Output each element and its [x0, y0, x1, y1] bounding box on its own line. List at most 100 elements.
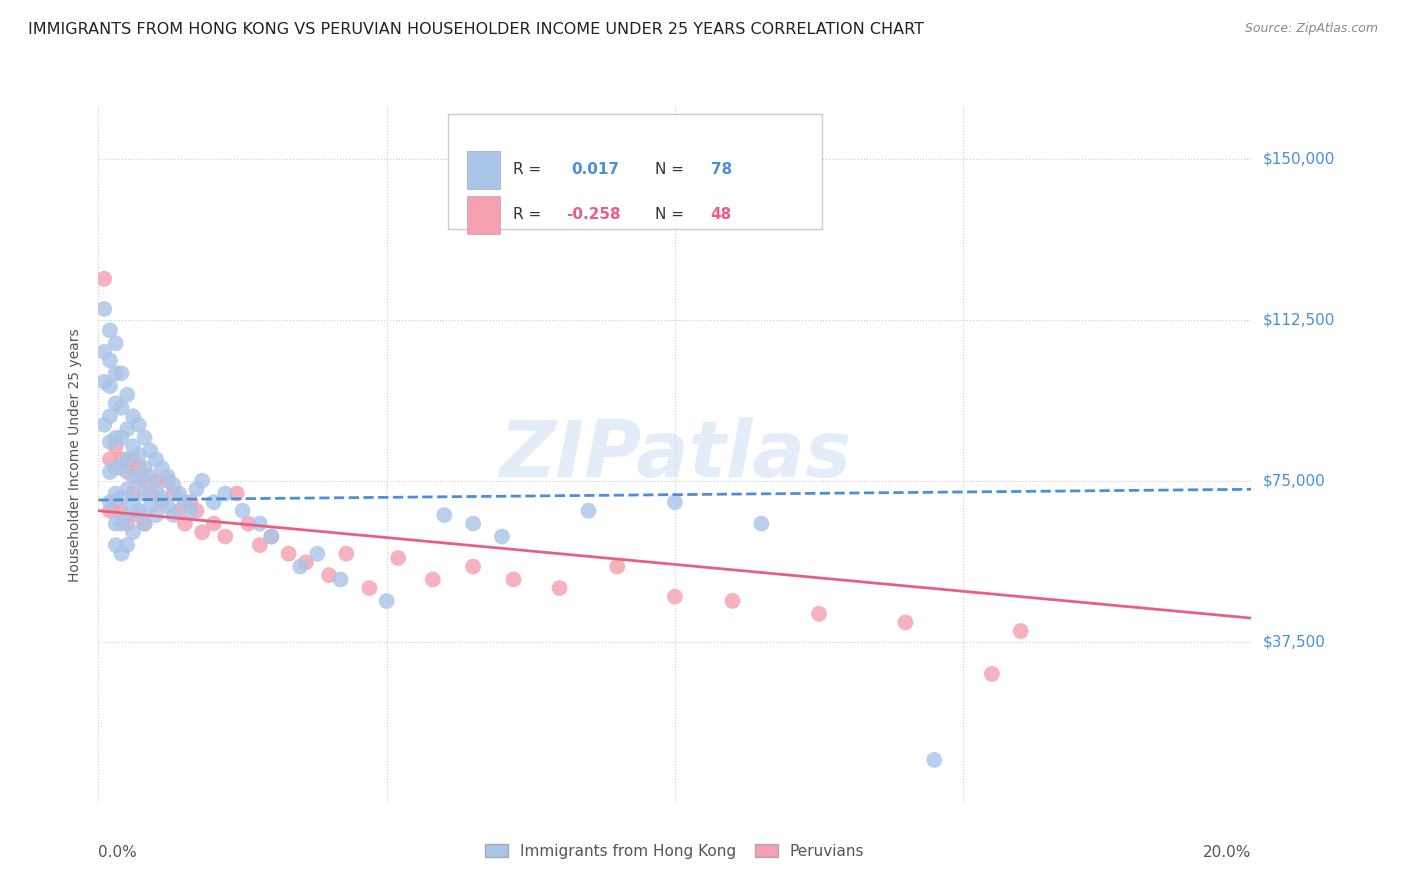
Point: [307, 547, 329, 561]
Point: [93, 301, 115, 316]
FancyBboxPatch shape: [467, 195, 499, 234]
Point: [249, 516, 271, 531]
Point: [134, 516, 156, 531]
Point: [104, 495, 127, 509]
Point: [128, 508, 150, 522]
Point: [329, 573, 352, 587]
Point: [110, 504, 132, 518]
Point: [104, 516, 127, 531]
Point: [145, 508, 167, 522]
Point: [122, 409, 145, 424]
Point: [122, 525, 145, 540]
Text: N =: N =: [655, 162, 689, 178]
Point: [98, 435, 121, 450]
Text: $112,500: $112,500: [1263, 312, 1336, 327]
Point: [156, 500, 179, 514]
Point: [167, 504, 190, 518]
Point: [214, 529, 236, 543]
Text: $37,500: $37,500: [1263, 634, 1326, 649]
Text: 0.017: 0.017: [571, 162, 619, 178]
Point: [461, 516, 484, 531]
Point: [98, 465, 121, 479]
Point: [894, 615, 917, 630]
Text: $75,000: $75,000: [1263, 473, 1326, 488]
Point: [721, 594, 744, 608]
Point: [174, 516, 197, 531]
Point: [134, 431, 156, 445]
Point: [134, 486, 156, 500]
Point: [191, 474, 214, 488]
Point: [191, 525, 214, 540]
Point: [214, 486, 236, 500]
Point: [751, 516, 773, 531]
Point: [104, 486, 127, 500]
Point: [578, 504, 600, 518]
Text: 78: 78: [710, 162, 733, 178]
Point: [318, 568, 340, 582]
Point: [110, 367, 132, 381]
Point: [295, 555, 318, 569]
Point: [134, 460, 156, 475]
Point: [186, 483, 208, 497]
Point: [110, 431, 132, 445]
Text: Source: ZipAtlas.com: Source: ZipAtlas.com: [1244, 22, 1378, 36]
Point: [461, 559, 484, 574]
Point: [134, 474, 156, 488]
Point: [117, 422, 138, 436]
Point: [491, 529, 513, 543]
Point: [180, 504, 202, 518]
Point: [93, 375, 115, 389]
Point: [186, 504, 208, 518]
Point: [145, 483, 167, 497]
Y-axis label: Householder Income Under 25 years: Householder Income Under 25 years: [69, 328, 83, 582]
Point: [122, 495, 145, 509]
Point: [290, 559, 312, 574]
Legend: Immigrants from Hong Kong, Peruvians: Immigrants from Hong Kong, Peruvians: [479, 838, 870, 864]
Point: [128, 474, 150, 488]
Point: [98, 379, 121, 393]
Point: [122, 439, 145, 453]
Point: [433, 508, 456, 522]
Point: [981, 667, 1004, 681]
Text: R =: R =: [513, 162, 547, 178]
Point: [387, 551, 409, 566]
Point: [128, 460, 150, 475]
Point: [606, 559, 628, 574]
Point: [150, 495, 173, 509]
Point: [145, 474, 167, 488]
Point: [110, 452, 132, 467]
Point: [502, 573, 524, 587]
Point: [122, 452, 145, 467]
Point: [104, 396, 127, 410]
Text: 20.0%: 20.0%: [1204, 845, 1251, 860]
Point: [98, 323, 121, 337]
Text: 0.0%: 0.0%: [98, 845, 138, 860]
Point: [98, 452, 121, 467]
FancyBboxPatch shape: [467, 151, 499, 189]
Point: [202, 495, 225, 509]
Point: [664, 590, 686, 604]
Point: [260, 529, 283, 543]
Point: [104, 367, 127, 381]
Point: [202, 516, 225, 531]
Point: [1010, 624, 1032, 638]
Point: [375, 594, 398, 608]
Point: [117, 508, 138, 522]
Point: [128, 448, 150, 462]
Text: IMMIGRANTS FROM HONG KONG VS PERUVIAN HOUSEHOLDER INCOME UNDER 25 YEARS CORRELAT: IMMIGRANTS FROM HONG KONG VS PERUVIAN HO…: [28, 22, 924, 37]
FancyBboxPatch shape: [447, 114, 823, 229]
Point: [145, 452, 167, 467]
Point: [249, 538, 271, 552]
Point: [110, 401, 132, 415]
Point: [180, 495, 202, 509]
Point: [104, 460, 127, 475]
Point: [150, 491, 173, 505]
Text: ZIPatlas: ZIPatlas: [499, 417, 851, 493]
Point: [93, 272, 115, 286]
Point: [122, 486, 145, 500]
Point: [128, 417, 150, 432]
Point: [104, 439, 127, 453]
Point: [139, 486, 162, 500]
Point: [117, 452, 138, 467]
Point: [110, 491, 132, 505]
